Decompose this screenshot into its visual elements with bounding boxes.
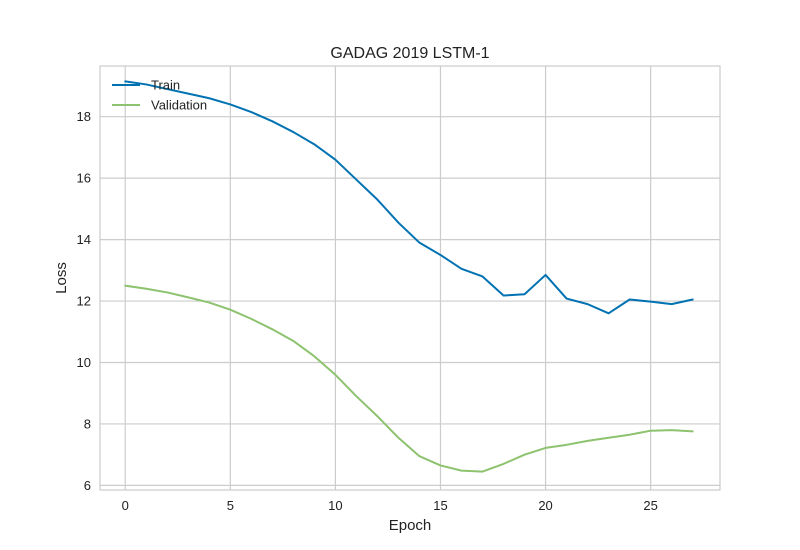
x-tick-label: 5 xyxy=(227,498,234,513)
tick-labels: 0 5 10 15 20 25 6 8 10 12 14 16 18 xyxy=(77,109,658,513)
y-tick-label: 6 xyxy=(84,478,91,493)
x-tick-label: 10 xyxy=(328,498,342,513)
series-lines xyxy=(124,80,694,473)
y-tick-label: 10 xyxy=(77,355,91,370)
gridlines xyxy=(100,66,720,490)
chart-title: GADAG 2019 LSTM-1 xyxy=(330,45,489,62)
y-tick-label: 8 xyxy=(84,416,91,431)
x-tick-label: 25 xyxy=(643,498,657,513)
x-axis-title: Epoch xyxy=(389,517,432,534)
y-tick-label: 12 xyxy=(77,294,91,309)
x-tick-label: 15 xyxy=(433,498,447,513)
legend: Train Validation xyxy=(112,78,207,113)
y-tick-label: 18 xyxy=(77,109,91,124)
series-line-train xyxy=(124,80,694,315)
plot-frame xyxy=(99,65,721,491)
y-tick-label: 16 xyxy=(77,171,91,186)
x-tick-label: 0 xyxy=(122,498,129,513)
y-tick-label: 14 xyxy=(77,232,91,247)
legend-label-train: Train xyxy=(151,78,180,93)
plot-area xyxy=(100,66,720,490)
y-axis-title: Loss xyxy=(53,262,70,294)
series-line-validation xyxy=(124,284,694,473)
legend-label-validation: Validation xyxy=(151,98,207,113)
x-tick-label: 20 xyxy=(538,498,552,513)
